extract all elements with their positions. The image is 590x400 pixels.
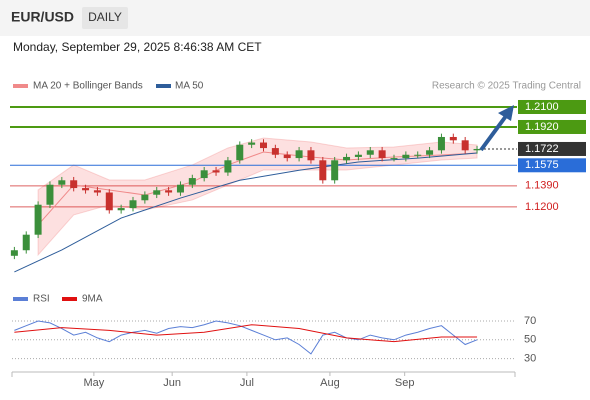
candle-body	[402, 154, 410, 159]
candle-body	[141, 194, 149, 201]
candle-body	[105, 192, 113, 211]
candle-body	[295, 150, 303, 159]
candle-body	[260, 142, 267, 149]
legend-label: MA 50	[175, 81, 204, 92]
candle-body	[319, 160, 327, 181]
legend-label: 9MA	[82, 294, 103, 305]
level-box	[518, 141, 586, 156]
level-box	[518, 158, 586, 173]
candle-body	[461, 140, 469, 151]
rsi-tick-label: 30	[524, 353, 536, 365]
bollinger-band	[37, 137, 478, 257]
legend-swatch	[13, 84, 28, 88]
candle-body	[378, 150, 386, 159]
candle-body	[426, 150, 434, 155]
symbol: EUR/USD	[11, 9, 74, 25]
legend-swatch	[13, 297, 28, 301]
candle-body	[271, 148, 279, 155]
candle-body	[165, 190, 173, 193]
level-box	[518, 99, 586, 114]
candle-body	[236, 144, 244, 161]
x-tick-label: Sep	[395, 377, 415, 389]
level-label: 1.1200	[525, 201, 559, 213]
plot: May Jun Jul Aug Sep 1.2100 1.1920 1.1722 1.1575 1…	[10, 99, 586, 389]
x-tick-label: Jul	[240, 377, 254, 389]
x-tick-label: Aug	[320, 377, 340, 389]
level-label: 1.1575	[525, 159, 559, 171]
legend-label: MA 20 + Bollinger Bands	[33, 81, 143, 92]
legend-swatch	[62, 297, 77, 301]
candle-body	[437, 136, 445, 151]
candle-body	[153, 190, 161, 195]
date: Monday, September 29, 2025 8:46:38 AM CE…	[13, 40, 262, 54]
candle-body	[34, 204, 42, 235]
rsi-line	[14, 320, 478, 355]
arrow-shaft	[479, 114, 508, 152]
x-tick-label: Jun	[163, 377, 181, 389]
candle-body	[473, 148, 481, 151]
timeframe[interactable]: DAILY	[88, 10, 122, 24]
candle-body	[188, 178, 196, 185]
candle-body	[212, 170, 220, 173]
level-label: 1.1920	[525, 121, 559, 133]
candle-body	[366, 150, 374, 155]
rsi-tick-label: 70	[524, 315, 536, 327]
candle-body	[82, 188, 90, 191]
rsi-ma-line	[14, 324, 478, 343]
candle-body	[390, 158, 398, 160]
arrow-head	[498, 105, 514, 121]
ma50-line	[14, 152, 478, 273]
candle-body	[70, 180, 78, 189]
level-box	[518, 119, 586, 134]
candle-body	[283, 154, 291, 159]
candle-body	[22, 234, 30, 251]
level-label: 1.1390	[525, 180, 559, 192]
candle-body	[307, 150, 315, 161]
candle-body	[58, 180, 66, 185]
candle-body	[449, 136, 457, 141]
candle-body	[176, 184, 184, 193]
candle-body	[331, 160, 339, 181]
legend-swatch	[156, 84, 171, 88]
candle-body	[93, 190, 101, 193]
candle-body	[46, 184, 54, 205]
candle-body	[224, 160, 232, 173]
candle-body	[10, 250, 18, 256]
candle-body	[248, 142, 256, 145]
x-tick-label: May	[83, 377, 104, 389]
candle-body	[354, 154, 362, 157]
level-label: 1.1722	[525, 143, 559, 155]
candle-body	[414, 154, 422, 156]
candle-body	[343, 156, 351, 161]
candle-body	[117, 208, 125, 211]
legend-label: RSI	[33, 294, 50, 305]
candle-body	[129, 200, 137, 209]
level-label: 1.2100	[525, 101, 559, 113]
rsi-tick-label: 50	[524, 334, 536, 346]
candle-body	[200, 170, 208, 179]
timeframe-box[interactable]	[82, 7, 128, 29]
source: Research © 2025 Trading Central	[432, 81, 581, 92]
ma20-line	[37, 151, 478, 226]
